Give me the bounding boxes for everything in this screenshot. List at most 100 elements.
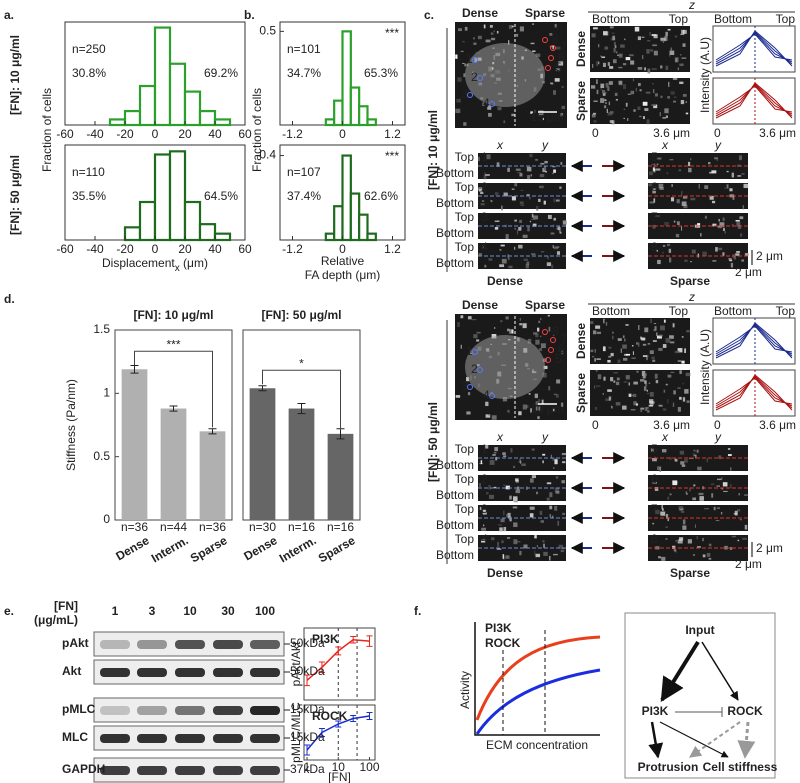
microscopy-image [590, 318, 690, 364]
sample-size: n=16 [288, 520, 315, 534]
y-axis-label: Fraction of cells [40, 88, 54, 172]
image-speckle [652, 44, 657, 47]
image-speckle [607, 111, 613, 116]
image-speckle [522, 323, 527, 329]
blot-band [137, 706, 167, 715]
image-speckle [476, 339, 480, 342]
image-speckle [485, 39, 491, 43]
image-speckle [503, 120, 506, 124]
image-speckle [716, 507, 720, 509]
top-label: Top [776, 304, 796, 318]
image-speckle [678, 539, 683, 544]
image-speckle [629, 54, 634, 57]
image-speckle [466, 411, 471, 415]
image-speckle [605, 102, 607, 104]
image-speckle [604, 46, 609, 50]
x-tick-label: -60 [56, 127, 74, 141]
bar [121, 369, 148, 520]
image-speckle [662, 408, 667, 411]
image-speckle [546, 262, 552, 267]
image-speckle [559, 231, 562, 234]
image-speckle [552, 245, 554, 249]
image-speckle [674, 550, 677, 553]
image-speckle [632, 78, 635, 82]
curve [475, 635, 601, 721]
image-speckle [530, 111, 533, 114]
image-speckle [673, 549, 677, 552]
image-speckle [633, 109, 636, 112]
image-speckle [653, 329, 656, 332]
image-speckle [511, 25, 514, 28]
z-label: z [688, 0, 695, 12]
y-axis-label: pAkt/Akt [289, 641, 303, 686]
image-speckle [648, 382, 651, 384]
image-speckle [734, 510, 738, 516]
image-speckle [542, 358, 547, 363]
intensity-profile [715, 374, 793, 411]
y-axis-label: pMLC/MLC [289, 702, 303, 763]
image-speckle [647, 343, 651, 345]
image-speckle [682, 43, 686, 47]
image-speckle [680, 54, 682, 56]
image-speckle [612, 59, 617, 64]
lane-label: 3 [149, 604, 156, 618]
histogram-bar [153, 153, 172, 242]
histogram-bar [168, 62, 187, 127]
image-speckle [541, 399, 544, 404]
intensity-plot-frame [712, 369, 796, 417]
x-tick-label: Sparse [188, 533, 230, 565]
histogram-bar [138, 84, 157, 127]
image-speckle [535, 53, 541, 57]
error-bar [318, 728, 325, 737]
image-speckle [699, 233, 702, 237]
image-speckle [661, 449, 667, 453]
image-speckle [531, 213, 534, 218]
image-speckle [696, 449, 699, 453]
image-speckle [628, 382, 630, 386]
image-speckle [661, 505, 664, 510]
image-speckle [460, 50, 464, 53]
image-speckle [686, 330, 690, 333]
image-speckle [737, 539, 740, 542]
image-speckle [482, 509, 487, 515]
image-speckle [545, 170, 547, 173]
image-speckle [594, 406, 598, 411]
cell-number: 3 [481, 502, 488, 516]
image-speckle [507, 167, 510, 172]
sparse-label: Sparse [525, 6, 565, 20]
top-label: Top [455, 472, 475, 486]
image-speckle [603, 318, 605, 324]
image-speckle [673, 220, 676, 223]
x-tick-label: 1.2 [384, 242, 401, 256]
image-speckle [510, 448, 513, 453]
image-speckle [534, 535, 537, 539]
image-speckle [489, 460, 495, 465]
image-speckle [483, 24, 486, 29]
image-speckle [540, 251, 545, 253]
image-speckle [679, 63, 684, 67]
bottom-label: Bottom [436, 458, 474, 472]
top-label: Top [455, 240, 475, 254]
image-speckle [637, 82, 641, 87]
row-label: pAkt [62, 636, 89, 650]
image-speckle [655, 215, 660, 218]
top-label: Top [455, 502, 475, 516]
image-speckle [738, 493, 741, 496]
y-tick-label: 0.5 [93, 449, 110, 463]
image-speckle [698, 492, 704, 496]
image-speckle [595, 325, 601, 329]
blot-band [137, 734, 167, 743]
image-speckle [658, 404, 663, 407]
image-speckle [519, 219, 522, 223]
image-speckle [684, 259, 688, 262]
image-speckle [532, 50, 536, 52]
image-speckle [618, 339, 621, 341]
adhesion-marker [542, 37, 548, 43]
image-speckle [597, 374, 602, 380]
image-speckle [539, 510, 543, 516]
image-speckle [731, 224, 734, 226]
top-label: Top [669, 304, 689, 318]
histogram-bar [213, 118, 232, 127]
image-speckle [676, 199, 680, 204]
image-speckle [676, 542, 680, 544]
